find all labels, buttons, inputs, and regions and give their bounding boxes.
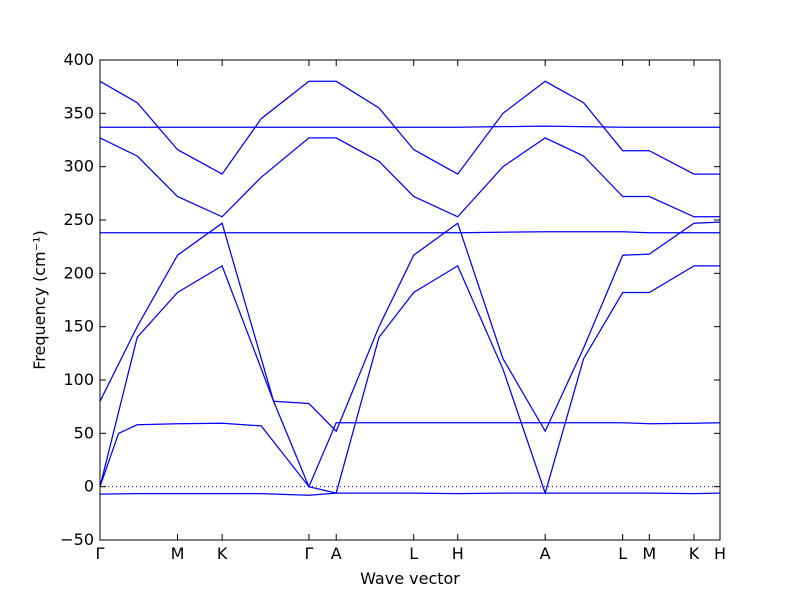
band-line-2 xyxy=(99,422,721,488)
plot-frame xyxy=(99,59,721,541)
y-tick-label: 0 xyxy=(84,477,94,496)
x-tick-label: M xyxy=(642,544,656,563)
x-tick-label: H xyxy=(452,544,464,563)
bands-layer xyxy=(99,80,721,496)
y-tick-label: 200 xyxy=(63,263,94,282)
x-tick-label: M xyxy=(171,544,185,563)
band-line-7 xyxy=(99,80,720,175)
band-line-3 xyxy=(99,264,720,496)
x-tick-label: A xyxy=(331,544,342,563)
band-line-8 xyxy=(100,125,720,128)
y-tick-label: 350 xyxy=(63,103,94,122)
y-tick-label: 400 xyxy=(63,50,94,69)
x-tick-label: Γ xyxy=(96,544,105,563)
y-tick-label: −50 xyxy=(60,530,94,549)
x-tick-label: L xyxy=(409,544,418,563)
y-tick-label: 250 xyxy=(63,210,94,229)
x-axis-label: Wave vector xyxy=(360,569,460,588)
x-tick-label: K xyxy=(217,544,228,563)
y-tick-label: 150 xyxy=(63,317,94,336)
band-line-4 xyxy=(99,221,721,433)
x-tick-label: H xyxy=(714,544,726,563)
x-tick-label: L xyxy=(618,544,627,563)
y-tick-label: 100 xyxy=(63,370,94,389)
band-line-6 xyxy=(99,137,720,218)
x-tick-label: K xyxy=(689,544,700,563)
x-tick-label: A xyxy=(540,544,551,563)
band-line-1 xyxy=(99,492,721,496)
y-axis-label: Frequency (cm⁻¹) xyxy=(30,230,49,369)
y-tick-label: 300 xyxy=(63,157,94,176)
x-tick-label: Γ xyxy=(304,544,313,563)
y-tick-label: 50 xyxy=(74,423,94,442)
band-line-5 xyxy=(100,231,720,234)
